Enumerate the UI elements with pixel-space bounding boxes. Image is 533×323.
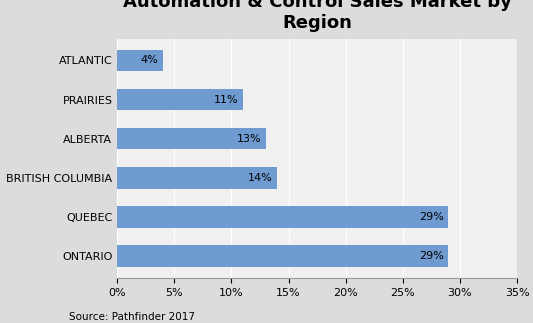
Text: 29%: 29%	[419, 251, 444, 261]
Text: 14%: 14%	[248, 173, 272, 183]
Text: 29%: 29%	[419, 212, 444, 222]
Bar	[117, 50, 163, 71]
Title: Automation & Control Sales Market by
Region: Automation & Control Sales Market by Reg…	[123, 0, 512, 32]
Bar	[117, 89, 243, 110]
Text: 4%: 4%	[141, 55, 158, 65]
Text: 13%: 13%	[237, 134, 261, 144]
Text: 11%: 11%	[214, 95, 238, 105]
Bar	[117, 206, 448, 228]
Bar	[117, 128, 266, 150]
Bar	[117, 245, 448, 267]
Bar	[117, 167, 277, 189]
Text: Source: Pathfinder 2017: Source: Pathfinder 2017	[69, 312, 195, 322]
